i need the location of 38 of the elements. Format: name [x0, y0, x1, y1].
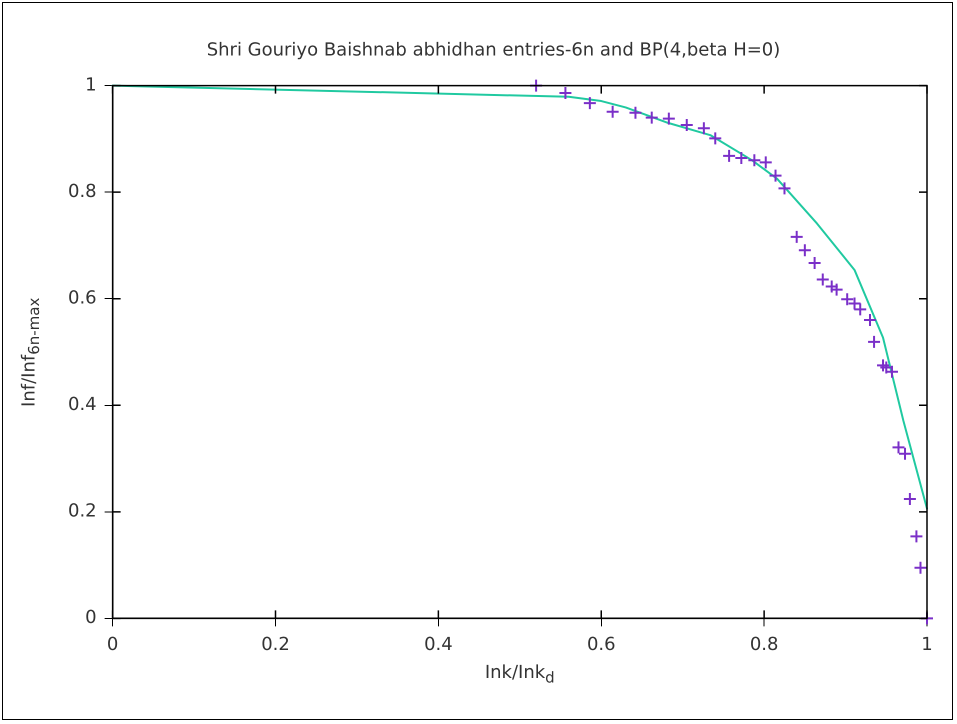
- x-tick-label: 0.4: [424, 634, 453, 655]
- point: [913, 560, 928, 575]
- point: [867, 334, 882, 349]
- y-tick-label: 0.6: [68, 287, 97, 308]
- point: [747, 153, 762, 168]
- x-tick-label: 0: [106, 634, 118, 655]
- x-tick-label: 0.8: [750, 634, 778, 655]
- point: [722, 148, 736, 163]
- x-tick-label: 1: [921, 634, 933, 655]
- point: [558, 86, 572, 100]
- point: [790, 230, 804, 244]
- point: [777, 181, 792, 196]
- y-tick-label: 0.8: [68, 180, 97, 202]
- point: [902, 492, 917, 506]
- point: [644, 110, 659, 125]
- point: [708, 131, 722, 146]
- x-axis-title: Ink/Ink$_{d}$: [484, 662, 555, 687]
- point: [662, 112, 676, 126]
- point: [606, 104, 620, 119]
- y-tick-label: 0.4: [68, 394, 97, 415]
- point: [862, 313, 877, 328]
- point: [582, 96, 597, 110]
- x-tick-label: 0.6: [586, 634, 616, 655]
- y-tick-label: 1: [85, 74, 97, 96]
- point: [909, 529, 924, 544]
- y-tick-label: 0: [85, 607, 97, 628]
- point: [628, 106, 642, 120]
- point: [808, 256, 822, 270]
- x-tick-label: 0.2: [261, 634, 290, 655]
- point: [529, 78, 544, 93]
- point: [798, 243, 812, 258]
- y-tick-label: 0.2: [68, 500, 97, 522]
- point: [758, 155, 773, 170]
- point: [734, 151, 748, 166]
- point: [680, 118, 694, 132]
- chart-title: Shri Gouriyo Baishnab abhidhan entries-6n and BP(4,beta H=0): [206, 39, 780, 60]
- point: [768, 168, 783, 183]
- point: [696, 121, 711, 136]
